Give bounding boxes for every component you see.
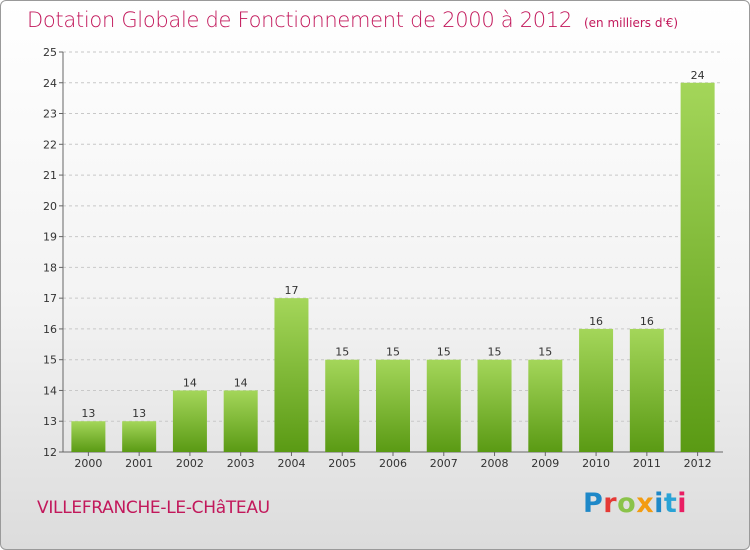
- proxiti-logo: Proxiti: [583, 488, 687, 519]
- bar: [680, 82, 715, 453]
- y-tick-label: 14: [43, 384, 57, 397]
- bar: [223, 390, 258, 452]
- y-tick-label: 23: [43, 108, 57, 121]
- data-label: 17: [284, 284, 298, 297]
- y-tick-label: 16: [43, 323, 57, 336]
- data-label: 13: [132, 407, 146, 420]
- data-label: 15: [437, 346, 451, 359]
- logo-letter: i: [677, 488, 688, 519]
- data-label: 15: [538, 346, 552, 359]
- y-tick-label: 13: [43, 415, 57, 428]
- y-tick-label: 21: [43, 169, 57, 182]
- bar: [579, 328, 614, 452]
- data-label: 15: [386, 346, 400, 359]
- data-label: 15: [335, 346, 349, 359]
- y-tick-label: 24: [43, 77, 57, 90]
- y-tick-label: 15: [43, 354, 57, 367]
- logo-letter: r: [603, 488, 618, 519]
- bar: [376, 359, 410, 452]
- bar: [426, 359, 461, 452]
- labels: 12 13 14 15 16 17 18 19 20 21 22 23 24 25 13 2000 13 2001…: [43, 46, 712, 470]
- x-tick-label: 2006: [379, 457, 407, 470]
- bar: [325, 359, 360, 452]
- bar: [172, 390, 207, 452]
- logo-letter: t: [663, 488, 678, 519]
- x-tick-label: 2001: [125, 457, 153, 470]
- commune-name: VILLEFRANCHE-LE-CHâTEAU: [37, 498, 270, 518]
- data-label: 16: [589, 315, 603, 328]
- y-tick-label: 18: [43, 261, 57, 274]
- y-tick-label: 17: [43, 292, 57, 305]
- y-tick-label: 19: [43, 231, 57, 244]
- x-tick-label: 2008: [481, 457, 509, 470]
- data-label: 13: [81, 407, 95, 420]
- x-tick-label: 2009: [531, 457, 559, 470]
- x-tick-label: 2004: [277, 457, 305, 470]
- x-tick-label: 2011: [633, 457, 661, 470]
- x-tick-label: 2002: [176, 457, 204, 470]
- y-tick-label: 25: [43, 46, 57, 59]
- data-label: 15: [488, 346, 502, 359]
- x-tick-label: 2000: [74, 457, 102, 470]
- bar: [528, 359, 563, 452]
- y-tick-label: 20: [43, 200, 57, 213]
- chart-title: Dotation Globale de Fonctionnement de 20…: [27, 8, 678, 32]
- logo-letter: i: [654, 488, 664, 519]
- bar: [71, 421, 106, 452]
- chart-unit-label: (en milliers d'€): [583, 16, 679, 30]
- x-tick-label: 2012: [684, 457, 712, 470]
- bar: [629, 328, 664, 452]
- data-label: 16: [640, 315, 654, 328]
- logo-letter: x: [636, 488, 655, 519]
- x-tick-label: 2005: [328, 457, 356, 470]
- x-tick-label: 2007: [430, 457, 458, 470]
- y-tick-label: 12: [43, 446, 57, 459]
- bars: [71, 82, 715, 453]
- bar: [477, 359, 512, 452]
- bar: [274, 298, 309, 452]
- x-tick-label: 2010: [582, 457, 610, 470]
- chart-title-text: Dotation Globale de Fonctionnement de 20…: [27, 8, 572, 32]
- data-label: 14: [183, 376, 197, 389]
- logo-letter: P: [583, 488, 604, 519]
- y-tick-label: 22: [43, 138, 57, 151]
- data-label: 14: [234, 376, 248, 389]
- x-tick-label: 2003: [227, 457, 255, 470]
- data-label: 24: [691, 69, 705, 82]
- bar: [122, 421, 157, 452]
- logo-letter: o: [617, 488, 637, 519]
